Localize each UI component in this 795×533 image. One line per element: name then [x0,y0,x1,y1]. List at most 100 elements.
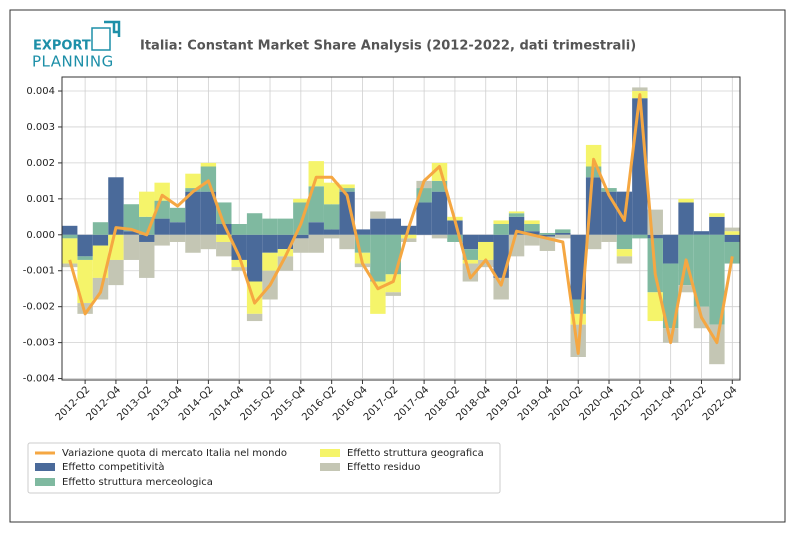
bar [709,234,725,325]
bar [339,191,355,235]
bar [447,234,463,242]
bar [308,186,324,223]
bar [555,229,571,233]
legend-swatch [320,463,340,471]
bar [555,232,571,235]
bar [508,216,525,235]
bar [401,234,417,239]
bar [524,234,540,246]
bar [616,256,633,264]
bar [262,252,278,271]
bar [555,234,571,239]
bar [231,224,247,235]
bar [77,234,93,257]
bar [200,162,217,167]
bar [524,224,540,232]
bar [169,207,186,223]
bar [154,218,170,235]
bar [493,220,509,225]
bar [662,234,679,264]
bar [339,188,355,192]
bar [246,313,263,322]
bar [570,234,586,300]
bar [62,234,78,239]
bar [308,161,324,187]
bar [539,232,556,235]
bar [62,225,78,235]
y-tick-label: 0.002 [26,158,55,169]
bar [709,213,725,217]
bar [585,234,602,250]
bar [462,234,479,250]
legend-label: Effetto competitività [62,461,165,473]
bar [77,259,93,304]
bar [370,218,386,235]
legend-label: Effetto struttura merceologica [62,477,213,488]
bar [123,204,140,232]
bar [277,218,294,235]
legend-label: Variazione quota di mercato Italia nel m… [62,448,287,459]
legend-swatch [35,478,55,486]
bar [385,234,401,275]
bar [354,229,371,235]
bar [370,211,386,219]
bar [370,234,386,282]
legend-label: Effetto struttura geografica [347,448,484,459]
bar [508,213,525,217]
logo-line2: PLANNING [32,53,114,71]
bar [200,234,217,250]
bar [478,234,494,242]
legend-swatch [320,449,340,457]
bar [246,234,263,282]
bar [108,177,124,235]
bar [431,234,448,239]
bar [693,231,710,235]
bar [277,249,294,257]
bar [216,202,232,225]
bar [200,166,217,192]
bar [632,87,648,92]
bar [339,184,355,189]
bar [647,234,663,239]
bar [108,259,124,286]
y-tick-label: -0.003 [23,338,55,349]
legend-label: Effetto residuo [347,462,420,473]
bar [724,234,740,242]
bar [431,191,448,235]
bar [216,234,232,242]
plot-frame [61,76,741,381]
logo-icon [91,27,111,51]
bar [724,227,740,232]
bar [370,281,386,314]
logo-icon [104,20,121,37]
bar [323,204,340,230]
bar [678,285,694,293]
chart-title: Italia: Constant Market Share Analysis (… [140,39,636,54]
bar [478,259,494,268]
bar [293,238,309,253]
bar [154,234,170,246]
bar [385,274,401,293]
bar [724,231,740,235]
y-tick-label: -0.002 [23,302,55,313]
bar [169,222,186,235]
bar [478,241,494,260]
bar [678,198,694,203]
bar [385,218,401,235]
bar [169,234,186,242]
bar [401,238,417,242]
y-tick-label: -0.004 [23,374,55,385]
bar [293,198,309,203]
y-tick-label: 0.000 [26,230,55,241]
y-tick-label: 0.001 [26,194,55,205]
bar [524,220,540,225]
bar [185,191,201,235]
bar [231,259,247,268]
bar [678,202,694,235]
bar [339,234,355,250]
bar [262,218,278,235]
bar [709,324,725,365]
bar [462,259,479,264]
bar [431,180,448,192]
bar [724,241,740,264]
